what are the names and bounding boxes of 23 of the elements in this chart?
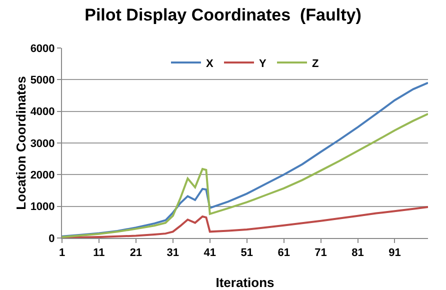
x-tick-label: 91 xyxy=(388,247,401,260)
x-tick-label: 61 xyxy=(278,247,290,260)
legend-label: X xyxy=(206,58,214,70)
legend-label: Y xyxy=(259,58,267,70)
y-tick-label: 2000 xyxy=(30,170,55,182)
x-axis-title: Iterations xyxy=(216,275,274,290)
y-tick-label: 6000 xyxy=(30,42,55,55)
x-tick-label: 81 xyxy=(352,247,364,260)
x-tick-label: 1 xyxy=(58,247,66,260)
x-tick-label: 51 xyxy=(240,247,253,260)
legend-label: Z xyxy=(312,58,319,70)
x-tick-label: 71 xyxy=(314,247,327,260)
x-tick-label: 21 xyxy=(130,247,142,260)
x-tick-label: 31 xyxy=(166,247,180,260)
y-tick-label: 5000 xyxy=(30,74,55,87)
y-tick-label: 4000 xyxy=(30,106,55,118)
x-tick-label: 41 xyxy=(204,247,216,260)
y-tick-label: 3000 xyxy=(30,138,55,150)
y-axis-title: Location Coordinates xyxy=(13,76,28,210)
y-tick-label: 0 xyxy=(48,232,55,245)
x-tick-label: 11 xyxy=(93,247,105,260)
chart-title: Pilot Display Coordinates (Faulty) xyxy=(84,6,362,25)
y-tick-label: 1000 xyxy=(30,201,55,214)
